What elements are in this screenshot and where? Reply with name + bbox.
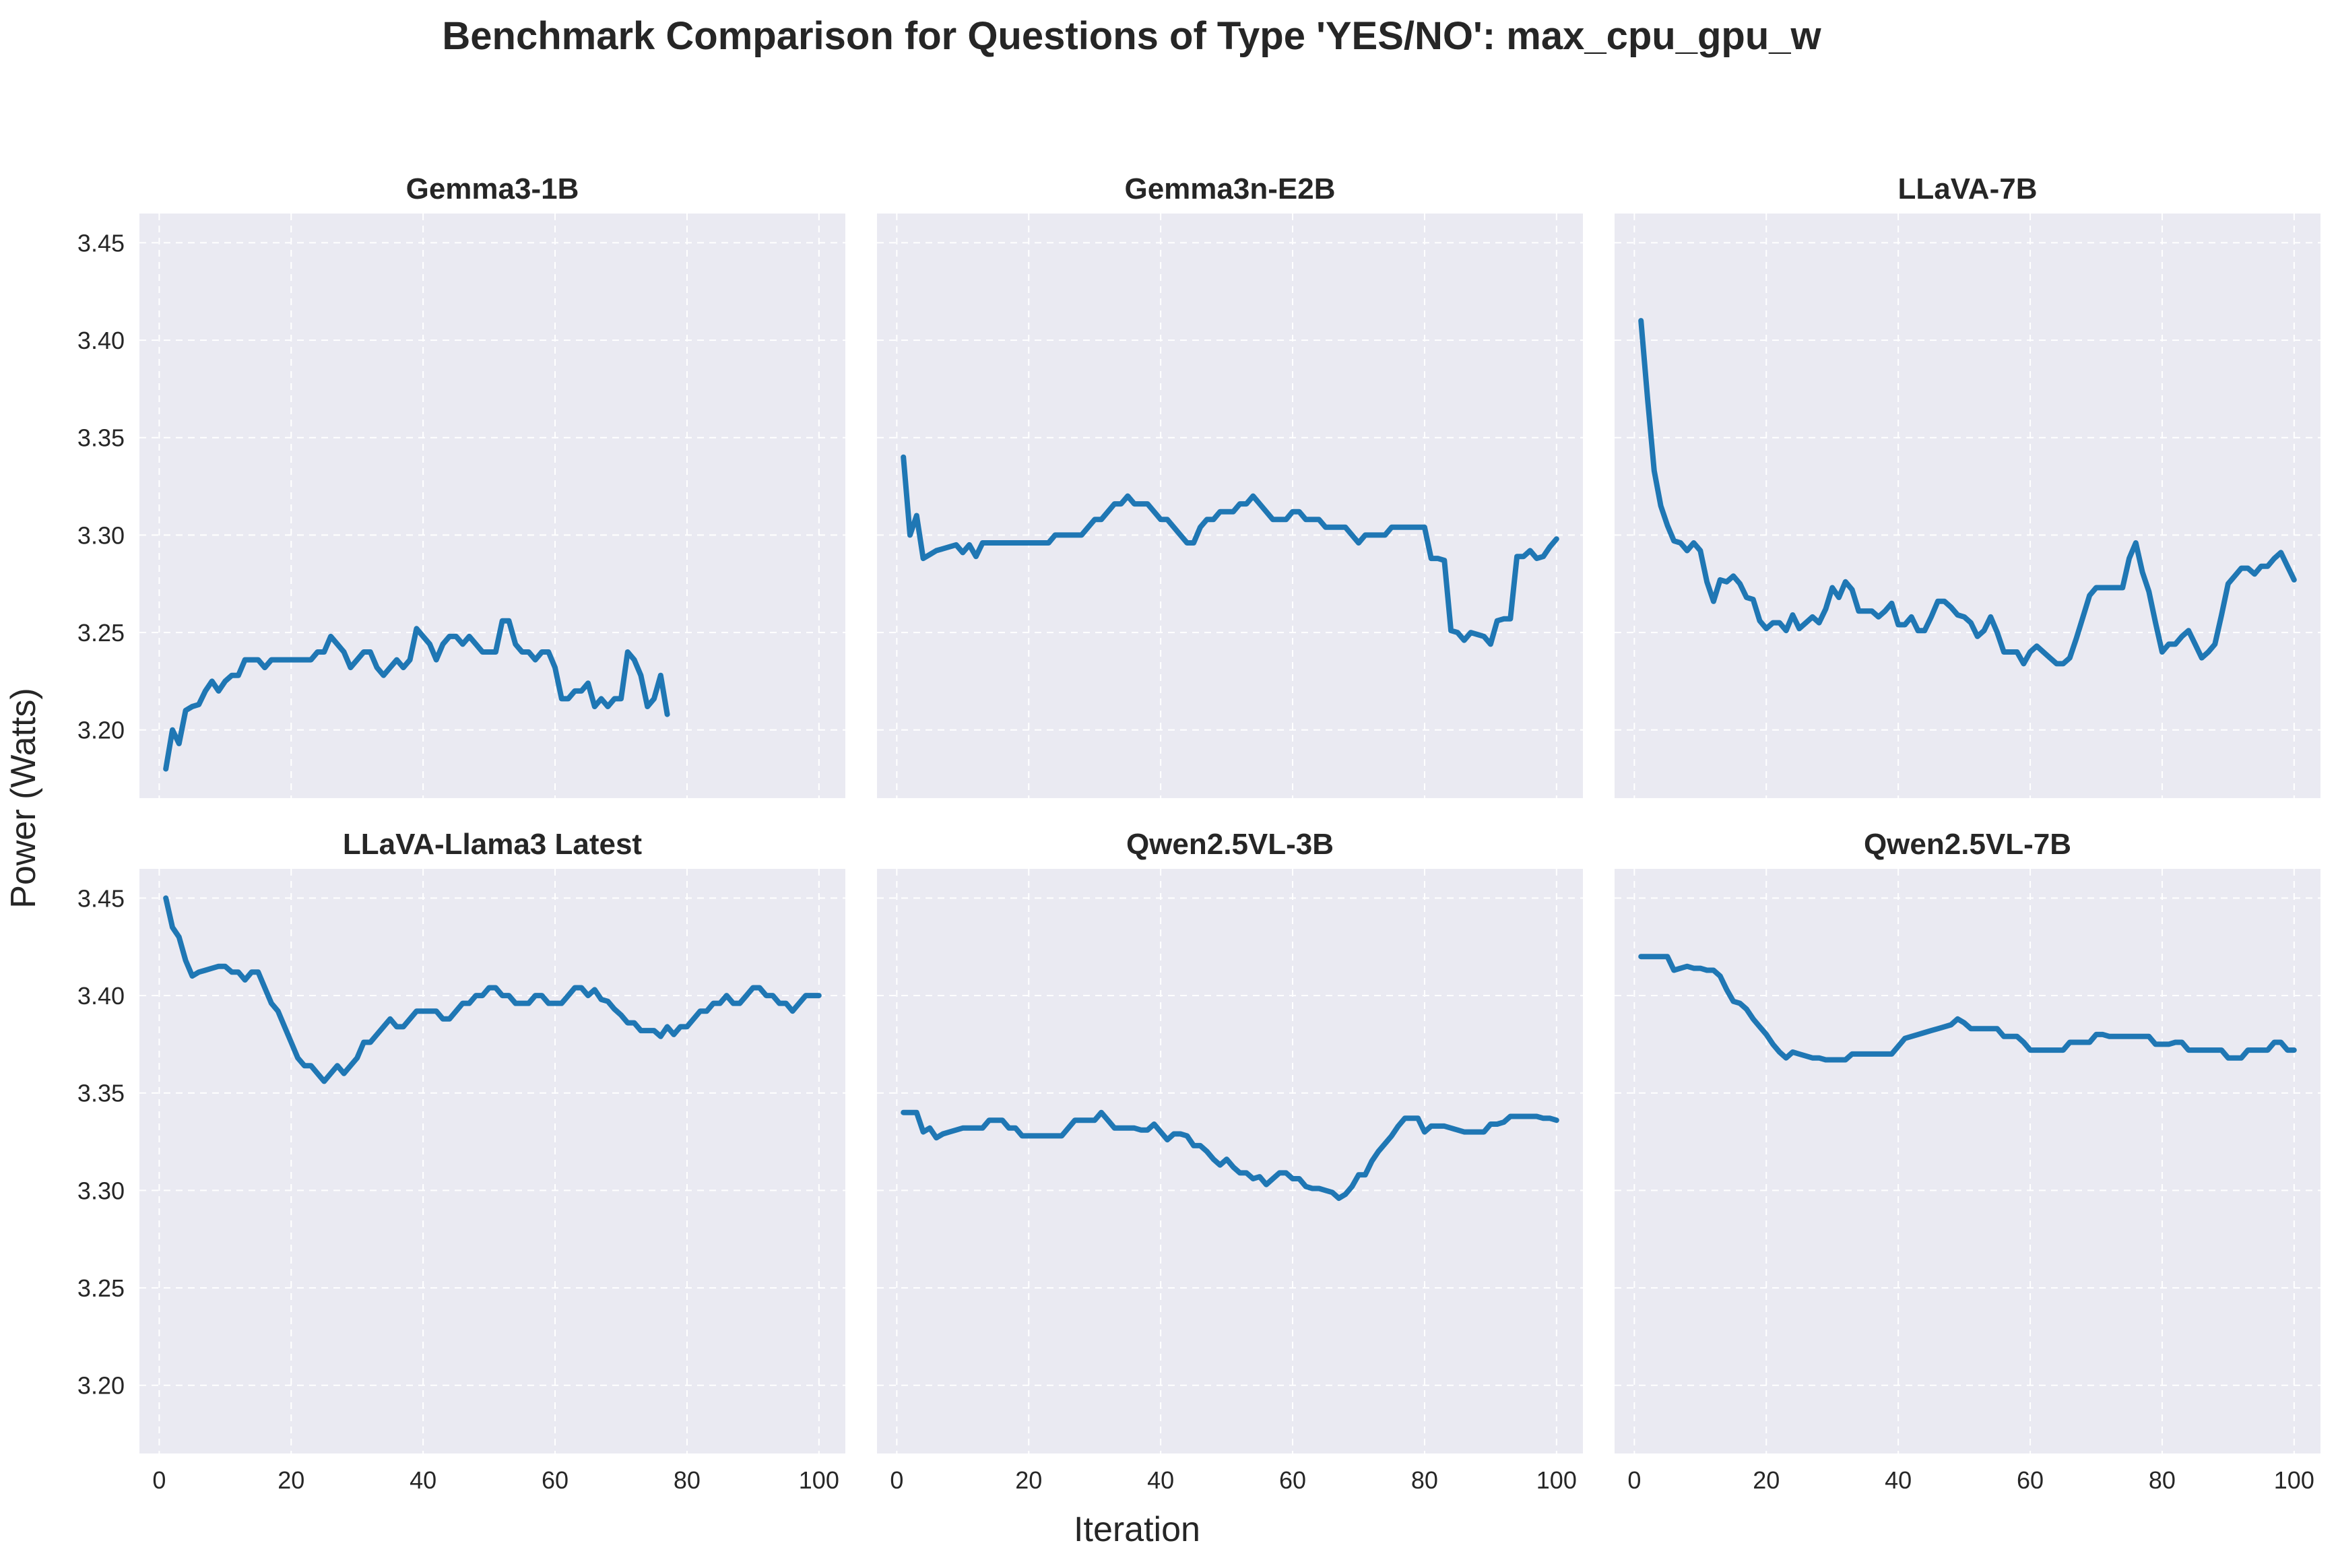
plot-area	[1615, 869, 2320, 1453]
panels: Gemma3-1B 3.20 3.25 3.30 3.35 3.40 3.45 Gemma3n…	[77, 172, 2320, 1494]
x-tick-label: 80	[1411, 1466, 1438, 1494]
x-tick-label: 40	[410, 1466, 436, 1494]
x-tick-label: 100	[1536, 1466, 1577, 1494]
plot-area	[139, 869, 845, 1453]
y-tick-label: 3.45	[77, 884, 125, 912]
subplot: Gemma3n-E2B	[877, 172, 1583, 798]
x-tick-label: 60	[542, 1466, 569, 1494]
subplot-title: Gemma3-1B	[406, 172, 579, 205]
subplot: LLaVA-Llama3 Latest 0 20 40 60 80 100 3.20 3.25 3…	[77, 828, 845, 1494]
plot-area	[877, 214, 1583, 798]
y-tick-label: 3.20	[77, 717, 125, 744]
subplot-title: LLaVA-Llama3 Latest	[343, 828, 643, 861]
series-line	[1638, 318, 2297, 667]
x-tick-label: 20	[1753, 1466, 1780, 1494]
x-tick-label: 100	[799, 1466, 839, 1494]
y-tick-label: 3.35	[77, 424, 125, 452]
x-tick-label: 60	[2017, 1466, 2044, 1494]
x-tick-label: 0	[890, 1466, 903, 1494]
chart-title: Benchmark Comparison for Questions of Ty…	[442, 14, 1821, 58]
y-tick-label: 3.40	[77, 327, 125, 354]
x-tick-label: 80	[2149, 1466, 2176, 1494]
subplot: LLaVA-7B	[1615, 172, 2320, 798]
series-line	[901, 1109, 1559, 1201]
y-tick-label: 3.45	[77, 229, 125, 257]
x-tick-label: 60	[1279, 1466, 1306, 1494]
x-axis-label: Iteration	[1074, 1510, 1200, 1549]
x-tick-label: 0	[152, 1466, 166, 1494]
x-tick-label: 80	[674, 1466, 701, 1494]
x-tick-label: 0	[1627, 1466, 1641, 1494]
plot-area	[139, 214, 845, 798]
series-line	[163, 618, 670, 772]
y-tick-label: 3.30	[77, 521, 125, 549]
y-tick-label: 3.25	[77, 619, 125, 647]
y-tick-label: 3.25	[77, 1274, 125, 1302]
subplot-title: LLaVA-7B	[1898, 172, 2038, 205]
series-line	[1638, 954, 2297, 1063]
y-tick-label: 3.35	[77, 1080, 125, 1107]
plot-area	[1615, 214, 2320, 798]
subplot: Qwen2.5VL-7B 0 20 40 60 80 100	[1615, 828, 2320, 1494]
y-tick-label: 3.30	[77, 1177, 125, 1204]
y-axis-label: Power (Watts)	[4, 688, 43, 908]
subplot-title: Gemma3n-E2B	[1124, 172, 1335, 205]
y-tick-label: 3.40	[77, 982, 125, 1010]
x-tick-label: 100	[2274, 1466, 2314, 1494]
x-tick-label: 40	[1885, 1466, 1912, 1494]
x-tick-label: 20	[278, 1466, 304, 1494]
series-line	[163, 895, 822, 1084]
y-tick-label: 3.20	[77, 1372, 125, 1400]
subplot-title: Qwen2.5VL-7B	[1864, 828, 2071, 861]
subplot: Gemma3-1B 3.20 3.25 3.30 3.35 3.40 3.45	[77, 172, 845, 798]
subplot: Qwen2.5VL-3B 0 20 40 60 80 100	[877, 828, 1583, 1494]
x-tick-label: 40	[1147, 1466, 1174, 1494]
series-line	[901, 454, 1559, 647]
subplot-title: Qwen2.5VL-3B	[1126, 828, 1334, 861]
x-tick-label: 20	[1015, 1466, 1042, 1494]
